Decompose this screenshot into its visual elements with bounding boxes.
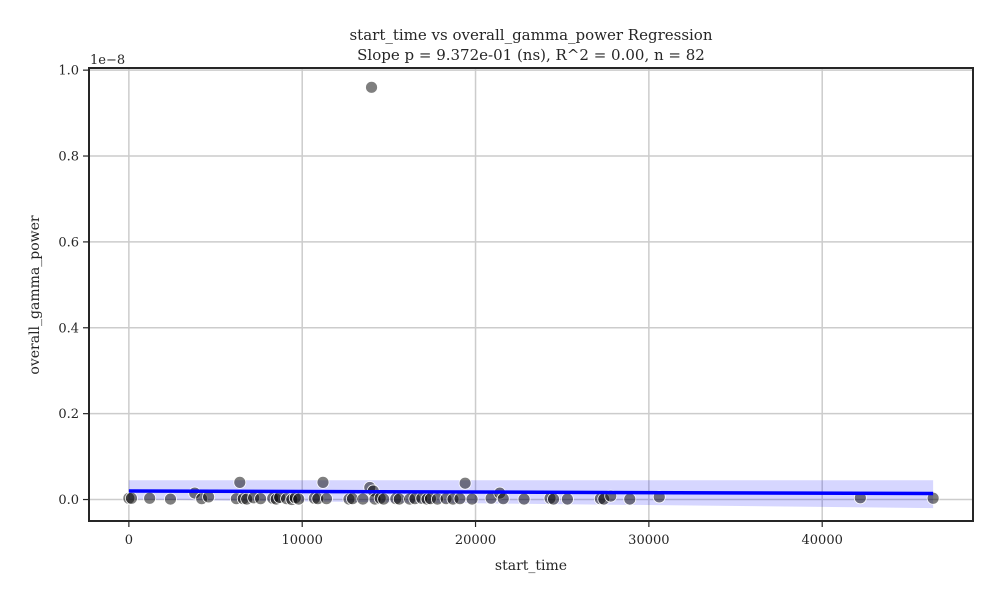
regression-line-layer — [128, 489, 934, 496]
data-point — [143, 491, 157, 505]
x-tick-label: 20000 — [455, 533, 496, 548]
data-point — [465, 492, 479, 506]
y-tick-label: 0.2 — [58, 407, 79, 422]
x-axis-label: start_time — [495, 558, 567, 574]
x-ticks: 0 10000 20000 30000 40000 — [125, 521, 843, 548]
data-point — [233, 475, 247, 489]
y-tick-label: 0.4 — [58, 321, 79, 336]
data-point — [561, 492, 574, 506]
y-tick-label: 0.8 — [58, 150, 79, 165]
data-point — [365, 80, 378, 94]
data-point — [125, 491, 138, 505]
data-point — [458, 476, 472, 490]
data-point — [292, 492, 306, 506]
y-offset-text: 1e−8 — [90, 53, 125, 68]
x-tick-label: 30000 — [628, 533, 669, 548]
data-point — [164, 492, 177, 506]
chart-title: start_time vs overall_gamma_power Regres… — [349, 26, 712, 44]
data-point — [547, 492, 560, 506]
y-tick-label: 0.6 — [58, 235, 79, 250]
regression-line — [128, 489, 934, 496]
grid — [89, 68, 973, 521]
y-tick-label: 1.0 — [58, 64, 79, 79]
chart-subtitle: Slope p = 9.372e-01 (ns), R^2 = 0.00, n … — [357, 46, 705, 64]
data-point — [453, 492, 467, 506]
data-point — [623, 492, 637, 506]
data-point — [377, 492, 391, 506]
plot-frame — [88, 67, 974, 522]
data-point — [320, 492, 333, 506]
y-axis-label: overall_gamma_power — [27, 215, 43, 374]
x-tick-label: 0 — [125, 533, 133, 548]
y-ticks: 0.0 0.2 0.4 0.6 0.8 1.0 — [58, 64, 89, 508]
data-point — [496, 492, 510, 506]
data-point — [254, 492, 268, 506]
x-tick-label: 40000 — [802, 533, 843, 548]
x-tick-label: 10000 — [282, 533, 323, 548]
data-point — [316, 475, 330, 489]
y-tick-label: 0.0 — [58, 493, 79, 508]
data-point — [356, 492, 370, 506]
data-point — [517, 492, 531, 506]
points-layer — [122, 80, 940, 506]
